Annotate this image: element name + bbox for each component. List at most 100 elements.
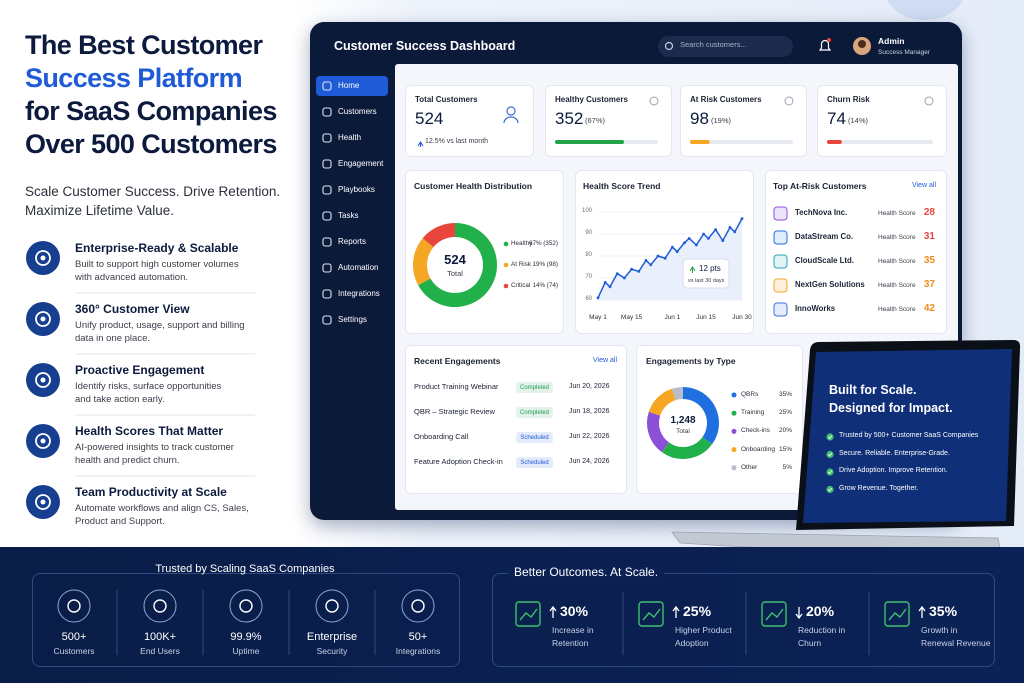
search-input[interactable]: Search customers... (680, 40, 747, 49)
feature-title: Health Scores That Matter (75, 424, 224, 438)
outcome-label: Renewal Revenue (921, 638, 991, 648)
engagement-status: Scheduled (520, 459, 549, 466)
engagement-name: Feature Adoption Check-in (414, 457, 503, 466)
nav-item[interactable]: Engagement (338, 159, 384, 168)
donut-segment (422, 223, 456, 248)
customer-name: DataStream Co. (795, 232, 854, 241)
outcome-value: 35% (929, 603, 958, 619)
card (817, 85, 947, 157)
outcome-label: Reduction in (798, 625, 846, 635)
laptop-heading: Built for Scale. (829, 383, 917, 397)
nav-item[interactable]: Tasks (338, 211, 359, 220)
card-title: Top At-Risk Customers (773, 181, 867, 191)
x-tick-label: Jun 15 (696, 314, 716, 321)
view-all-link[interactable]: View all (912, 182, 936, 189)
user-name: Admin (878, 36, 905, 46)
feature-description: AI-powered insights to track customer (75, 442, 234, 453)
feature-icon-glyph (40, 255, 46, 261)
kpi-label: At Risk Customers (690, 95, 762, 104)
laptop-point: Trusted by 500+ Customer SaaS Companies (839, 432, 979, 439)
feature-icon-glyph (40, 438, 46, 444)
nav-item[interactable]: Health (338, 133, 362, 142)
check-mark (827, 470, 833, 474)
laptop-point: Secure. Reliable. Enterprise-Grade. (839, 449, 950, 457)
customer-name: InnoWorks (795, 304, 836, 313)
metric-label: Health Score (878, 258, 916, 265)
check-icon (826, 485, 834, 494)
health-score: 35 (923, 255, 935, 266)
search-icon (664, 41, 674, 51)
badge-arrow (689, 265, 696, 273)
outcomes-box (492, 573, 995, 667)
check-mark (827, 435, 833, 439)
nav-item[interactable]: Customers (338, 107, 377, 116)
legend-label: At Risk (511, 261, 531, 268)
card (545, 85, 672, 157)
feature-icon-glyph (35, 311, 51, 327)
check-icon (826, 433, 834, 441)
laptop-point: Grow Revenue. Together. (839, 484, 919, 492)
kpi-label: Churn Risk (827, 95, 870, 104)
customer-icon (773, 206, 788, 221)
stat-icon-glyph (411, 599, 425, 613)
nav-icon (322, 81, 332, 91)
engagement-date: Jun 22, 2026 (569, 433, 610, 440)
feature-title: Enterprise-Ready & Scalable (75, 241, 239, 255)
nav-item[interactable]: Playbooks (338, 185, 375, 194)
kpi-value: 74 (827, 109, 846, 128)
donut-total: 1,248 (670, 415, 696, 426)
feature-icon-glyph (35, 250, 51, 266)
hero-title-line: for SaaS Companies (25, 96, 277, 126)
nav-item[interactable]: Reports (338, 237, 367, 246)
legend-value: 67% (352) (528, 240, 558, 247)
card (405, 85, 534, 157)
nav-item[interactable]: Automation (338, 263, 379, 272)
feature-icon-glyph (40, 499, 46, 505)
check-mark (827, 452, 833, 457)
trend-point (656, 254, 660, 258)
stat-value: 500+ (61, 631, 87, 643)
trend-point (714, 228, 717, 232)
x-tick-label: May 1 (589, 314, 607, 321)
x-tick-label: Jun 1 (664, 314, 681, 321)
nav-item[interactable]: Settings (338, 315, 367, 324)
stat-icon-glyph (153, 599, 167, 613)
notification-dot (827, 38, 831, 42)
view-all-link[interactable]: View all (593, 357, 617, 364)
legend-value: 25% (778, 409, 792, 417)
outcome-label: Retention (552, 638, 589, 648)
stat-value: 50+ (408, 631, 428, 643)
stat-value: 99.9% (230, 631, 262, 643)
card-title: Health Score Trend (583, 181, 661, 191)
stat-icon (401, 589, 435, 623)
progress-fill (555, 140, 625, 144)
hero-title-line: The Best Customer (25, 30, 263, 60)
legend-dot (731, 410, 737, 416)
legend-label: Check-ins (741, 427, 770, 435)
trend-arrow (417, 140, 424, 147)
donut-segment (661, 436, 713, 459)
trend-point (637, 270, 641, 273)
legend-value: 14% (74) (532, 282, 558, 289)
card-title: Customer Health Distribution (414, 181, 533, 191)
card-title: Recent Engagements (414, 356, 501, 366)
nav-item[interactable]: Integrations (338, 289, 380, 298)
check-mark (827, 487, 833, 492)
donut-total: 524 (444, 252, 466, 267)
hero-title-line: Over 500 Customers (25, 129, 277, 159)
card (636, 345, 803, 494)
stat-label: Customers (53, 646, 95, 656)
nav-item[interactable]: Home (338, 81, 360, 90)
feature-description: and take action early. (75, 394, 165, 405)
trend-point (702, 232, 705, 236)
stat-value: 100K+ (143, 631, 177, 643)
check-icon (826, 450, 834, 459)
feature-description: data in one place. (75, 333, 151, 344)
kpi-label: Total Customers (415, 95, 478, 104)
customer-icon (773, 230, 788, 245)
donut-segment (647, 411, 670, 453)
feature-description: Identify risks, surface opportunities (75, 381, 222, 392)
avatar-head (858, 40, 866, 48)
donut-total-label: Total (447, 269, 463, 278)
